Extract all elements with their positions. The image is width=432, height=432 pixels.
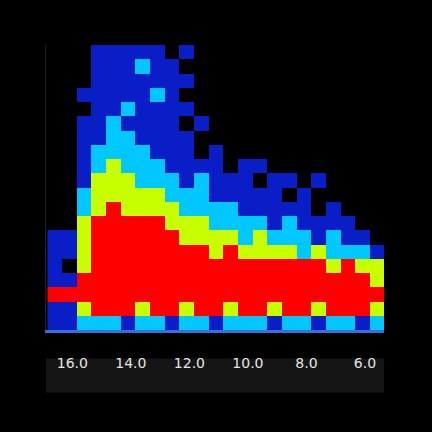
svg-text:8.0: 8.0	[295, 355, 317, 371]
svg-text:16.0: 16.0	[57, 355, 88, 371]
svg-text:14.0: 14.0	[115, 355, 146, 371]
svg-text:10.0: 10.0	[232, 355, 263, 371]
svg-text:12.0: 12.0	[174, 355, 205, 371]
svg-text:6.0: 6.0	[354, 355, 376, 371]
